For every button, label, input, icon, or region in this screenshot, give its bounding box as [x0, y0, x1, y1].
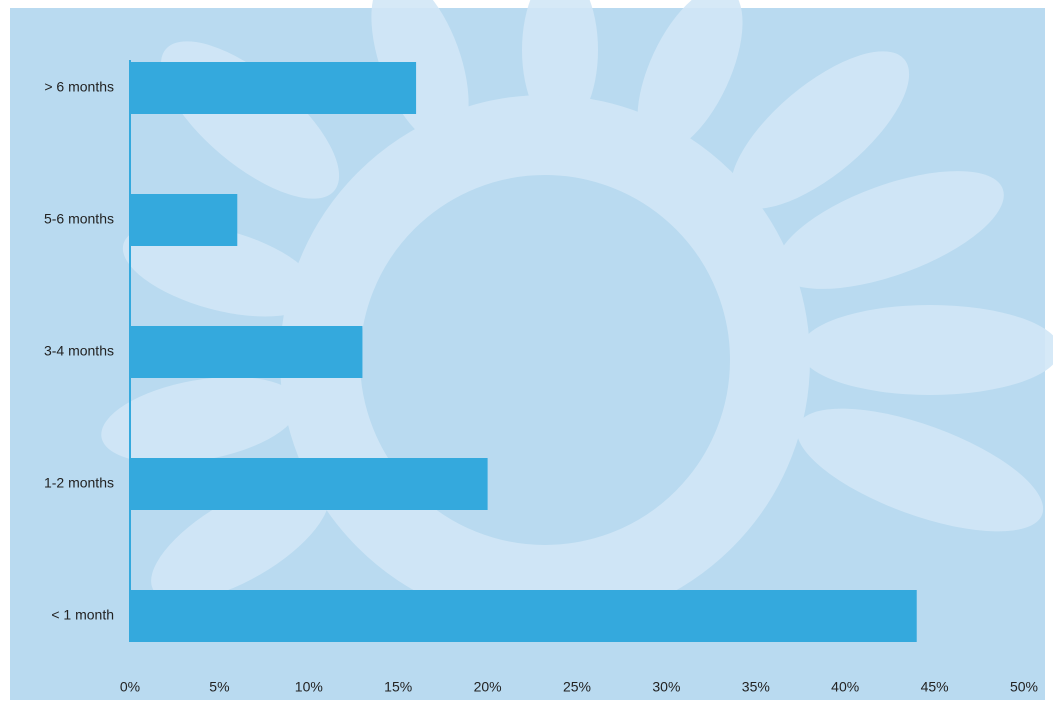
x-tick-label: 20%	[474, 679, 502, 695]
x-tick-label: 5%	[209, 679, 229, 695]
y-tick-label: 3-4 months	[44, 343, 114, 359]
sun-decoration	[101, 0, 1053, 625]
y-tick-label: 5-6 months	[44, 211, 114, 227]
x-tick-label: 40%	[831, 679, 859, 695]
bar	[130, 458, 488, 510]
x-tick-label: 25%	[563, 679, 591, 695]
y-tick-label: 1-2 months	[44, 475, 114, 491]
x-tick-label: 30%	[652, 679, 680, 695]
bar	[130, 194, 238, 246]
x-tick-label: 0%	[120, 679, 140, 695]
x-tick-label: 10%	[295, 679, 323, 695]
x-tick-label: 45%	[921, 679, 949, 695]
bar	[130, 62, 417, 114]
x-tick-label: 50%	[1010, 679, 1038, 695]
x-tick-label: 15%	[384, 679, 412, 695]
y-tick-label: > 6 months	[44, 79, 114, 95]
bar	[130, 326, 363, 378]
x-tick-label: 35%	[742, 679, 770, 695]
y-tick-label: < 1 month	[51, 607, 114, 623]
bar	[130, 590, 917, 642]
